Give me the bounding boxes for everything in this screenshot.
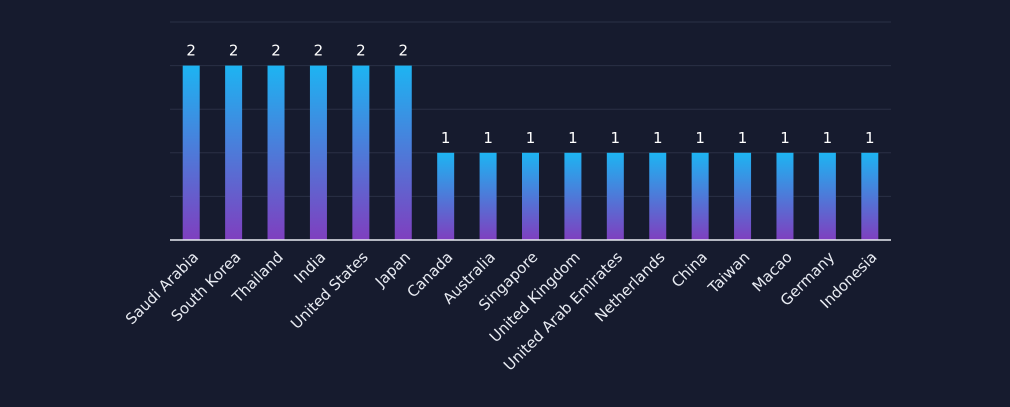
value-label: 1 — [653, 129, 663, 147]
grid-lines — [170, 21, 891, 197]
bar-germany — [818, 152, 836, 240]
value-label: 2 — [271, 42, 281, 60]
bars — [182, 65, 879, 240]
value-label: 1 — [568, 129, 578, 147]
bar-taiwan — [734, 152, 752, 240]
value-label: 2 — [229, 42, 239, 60]
value-label: 2 — [356, 42, 366, 60]
value-label: 1 — [738, 129, 748, 147]
value-label: 2 — [398, 42, 408, 60]
bar-south-korea — [225, 65, 243, 240]
bar-saudi-arabia — [182, 65, 200, 240]
bar-united-states — [352, 65, 370, 240]
value-label: 1 — [695, 129, 705, 147]
category-label: India — [291, 248, 330, 287]
bar-thailand — [267, 65, 285, 240]
bar-india — [309, 65, 327, 240]
value-label: 1 — [441, 129, 451, 147]
category-label: Saudi Arabia — [122, 248, 202, 328]
value-label: 1 — [865, 129, 875, 147]
bar-united-arab-emirates — [606, 152, 624, 240]
value-label: 2 — [314, 42, 324, 60]
value-label: 1 — [611, 129, 621, 147]
bar-canada — [437, 152, 455, 240]
value-label: 1 — [526, 129, 536, 147]
category-label: United States — [287, 248, 372, 333]
bar-united-kingdom — [564, 152, 582, 240]
value-label: 1 — [780, 129, 790, 147]
bar-singapore — [522, 152, 539, 240]
value-label: 1 — [483, 129, 493, 147]
bar-australia — [479, 152, 497, 240]
bar-japan — [394, 65, 412, 240]
value-label: 2 — [186, 42, 196, 60]
value-label: 1 — [823, 129, 833, 147]
bar-china — [691, 152, 709, 240]
category-label: Taiwan — [704, 248, 754, 298]
bar-indonesia — [861, 152, 879, 240]
value-labels: 2 2 2 2 2 2 1 1 1 1 1 1 1 1 1 1 1 — [186, 42, 874, 147]
bar-netherlands — [649, 152, 667, 240]
bar-macao — [776, 152, 794, 240]
